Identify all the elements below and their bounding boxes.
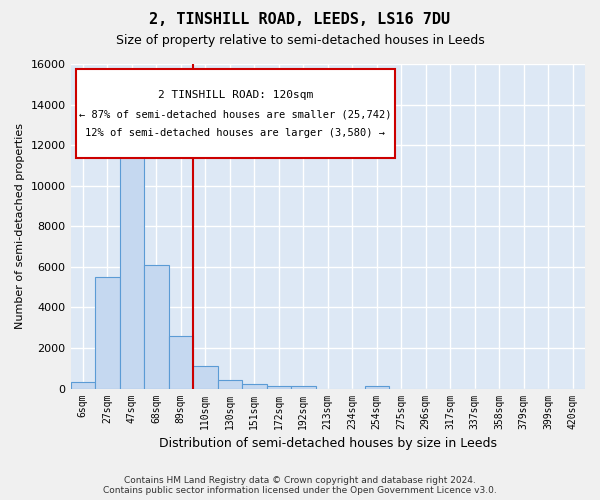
Text: ← 87% of semi-detached houses are smaller (25,742): ← 87% of semi-detached houses are smalle… bbox=[79, 110, 391, 120]
FancyBboxPatch shape bbox=[76, 69, 395, 158]
Bar bbox=[71, 382, 95, 388]
Bar bbox=[365, 386, 389, 388]
Bar bbox=[169, 336, 193, 388]
Y-axis label: Number of semi-detached properties: Number of semi-detached properties bbox=[15, 124, 25, 330]
Bar bbox=[193, 366, 218, 388]
Text: Size of property relative to semi-detached houses in Leeds: Size of property relative to semi-detach… bbox=[116, 34, 484, 47]
Bar bbox=[95, 277, 119, 388]
X-axis label: Distribution of semi-detached houses by size in Leeds: Distribution of semi-detached houses by … bbox=[159, 437, 497, 450]
Bar bbox=[266, 386, 291, 388]
Bar bbox=[291, 386, 316, 388]
Bar bbox=[218, 380, 242, 388]
Bar bbox=[242, 384, 266, 388]
Bar bbox=[119, 139, 144, 388]
Text: Contains HM Land Registry data © Crown copyright and database right 2024.
Contai: Contains HM Land Registry data © Crown c… bbox=[103, 476, 497, 495]
Text: 12% of semi-detached houses are larger (3,580) →: 12% of semi-detached houses are larger (… bbox=[85, 128, 385, 138]
Bar bbox=[144, 265, 169, 388]
Text: 2, TINSHILL ROAD, LEEDS, LS16 7DU: 2, TINSHILL ROAD, LEEDS, LS16 7DU bbox=[149, 12, 451, 28]
Text: 2 TINSHILL ROAD: 120sqm: 2 TINSHILL ROAD: 120sqm bbox=[158, 90, 313, 100]
